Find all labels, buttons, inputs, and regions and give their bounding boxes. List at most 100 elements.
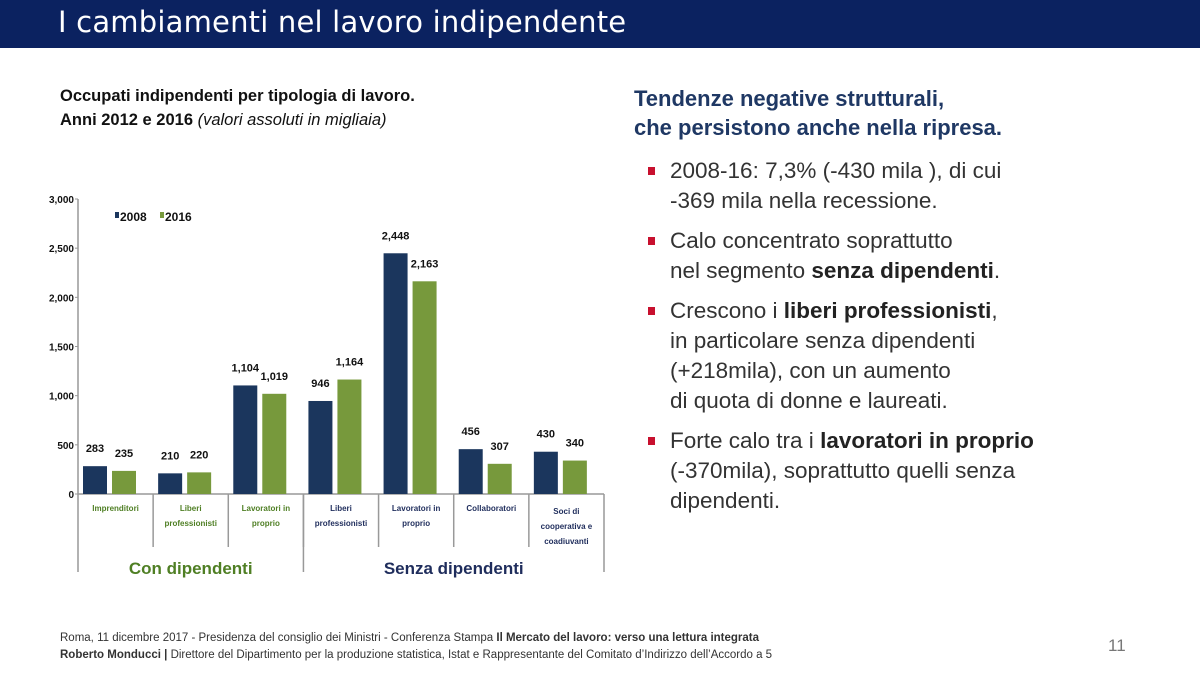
legend-label: 2008 xyxy=(120,210,147,224)
bar-2008 xyxy=(158,473,183,494)
bullet-emphasis: senza dipendenti xyxy=(811,258,994,283)
legend-swatch xyxy=(160,212,164,218)
bar-2016 xyxy=(112,470,136,494)
chart-title-years: Anni 2012 e 2016 xyxy=(60,111,198,129)
group-label: Senza dipendenti xyxy=(384,559,524,578)
bar-value-label: 340 xyxy=(566,438,584,450)
bar-2016 xyxy=(562,460,587,494)
category-label: professionisti xyxy=(315,519,367,528)
category-label: proprio xyxy=(402,519,430,528)
bullet-text: Crescono i xyxy=(670,298,784,323)
bullet-line: (-370mila), soprattutto quelli senza xyxy=(670,456,1168,486)
bullet-emphasis: liberi professionisti xyxy=(783,298,992,323)
footer-line1: Roma, 11 dicembre 2017 - Presidenza del … xyxy=(60,630,772,647)
category-label: coadiuvanti xyxy=(544,537,588,546)
bullet-item: Forte calo tra i lavoratori in proprio (-… xyxy=(648,426,1168,516)
bar-value-label: 283 xyxy=(86,443,104,455)
legend-label: 2016 xyxy=(165,210,192,224)
bullet-line: Crescono i liberi professionisti, xyxy=(670,296,1168,326)
category-label: Liberi xyxy=(180,504,202,513)
bar-2008 xyxy=(458,449,483,494)
category-label: proprio xyxy=(252,519,280,528)
y-tick-label: 1,500 xyxy=(49,343,74,354)
bullet-text: nel segmento xyxy=(670,258,812,283)
bar-value-label: 456 xyxy=(462,426,480,438)
bullet-line: Calo concentrato soprattutto xyxy=(670,226,1168,256)
footer-bold: Il Mercato del lavoro: verso una lettura… xyxy=(496,632,760,644)
y-tick-label: 3,000 xyxy=(49,195,74,206)
bullet-item: Calo concentrato soprattutto nel segmento… xyxy=(648,226,1168,286)
category-label: cooperativa e xyxy=(541,522,593,531)
bar-value-label: 307 xyxy=(491,441,509,453)
chart-title-line1: Occupati indipendenti per tipologia di l… xyxy=(60,87,415,105)
bullet-text: -369 mila nella recessione. xyxy=(670,188,938,213)
bar-2016 xyxy=(187,472,212,494)
category-label: Collaboratori xyxy=(466,504,516,513)
y-tick-label: 2,000 xyxy=(49,293,74,304)
bullet-square-icon xyxy=(648,167,655,175)
footer-text: Roma, 11 dicembre 2017 - Presidenza del … xyxy=(60,632,497,644)
bullet-text: , xyxy=(991,298,998,323)
bullet-line: -369 mila nella recessione. xyxy=(670,186,1168,216)
bullet-text: 2008-16: 7,3% (-430 mila ), di cui xyxy=(670,158,1002,183)
bullet-item: Crescono i liberi professionisti, in part… xyxy=(648,296,1168,416)
bar-2008 xyxy=(383,253,408,494)
bullet-line: (+218mila), con un aumento xyxy=(670,356,1168,386)
bar-value-label: 2,448 xyxy=(382,230,410,242)
bar-2016 xyxy=(487,463,512,494)
chart-title: Occupati indipendenti per tipologia di l… xyxy=(60,84,415,132)
category-label: Imprenditori xyxy=(92,504,139,513)
bar-2016 xyxy=(262,393,287,494)
y-tick-label: 500 xyxy=(57,441,74,452)
bullet-line: Forte calo tra i lavoratori in proprio xyxy=(670,426,1168,456)
bar-2008 xyxy=(83,466,107,494)
bullet-text: (+218mila), con un aumento xyxy=(670,358,951,383)
right-heading: Tendenze negative strutturali, che persi… xyxy=(634,84,1002,142)
page-number: 11 xyxy=(1108,636,1126,655)
footer-line2: Roberto Monducci | Direttore del Diparti… xyxy=(60,647,772,664)
group-label: Con dipendenti xyxy=(129,559,253,578)
bullet-text: (-370mila), soprattutto quelli senza xyxy=(670,458,1016,483)
heading-line: Tendenze negative strutturali, xyxy=(634,86,945,111)
bullet-square-icon xyxy=(648,307,655,315)
heading-line: che persistono anche nella ripresa. xyxy=(634,115,1003,140)
y-tick-label: 1,000 xyxy=(49,392,74,403)
chart-title-units: (valori assoluti in migliaia) xyxy=(197,111,387,129)
bar-2008 xyxy=(233,385,258,494)
y-tick-label: 0 xyxy=(68,490,74,501)
bullet-line: nel segmento senza dipendenti. xyxy=(670,256,1168,286)
category-label: Soci di xyxy=(553,507,579,516)
bullet-text: in particolare senza dipendenti xyxy=(670,328,976,353)
bar-value-label: 1,104 xyxy=(232,362,260,374)
bullet-square-icon xyxy=(648,237,655,245)
bullet-list: 2008-16: 7,3% (-430 mila ), di cui -369 m… xyxy=(648,156,1168,526)
bar-2008 xyxy=(533,451,558,494)
bullet-text: . xyxy=(993,258,1001,283)
category-label: Lavoratori in xyxy=(392,504,441,513)
bullet-line: 2008-16: 7,3% (-430 mila ), di cui xyxy=(670,156,1168,186)
bullet-square-icon xyxy=(648,437,655,445)
bar-2016 xyxy=(412,281,437,494)
bar-2008 xyxy=(308,400,333,494)
bar-value-label: 2,163 xyxy=(411,258,439,270)
bar-value-label: 430 xyxy=(537,429,555,441)
y-tick-label: 2,500 xyxy=(49,244,74,255)
bar-value-label: 210 xyxy=(161,450,179,462)
bar-2016 xyxy=(337,379,362,494)
bar-value-label: 220 xyxy=(190,449,208,461)
bullet-text: Forte calo tra i xyxy=(670,428,821,453)
bullet-item: 2008-16: 7,3% (-430 mila ), di cui -369 m… xyxy=(648,156,1168,216)
footer-text: Direttore del Dipartimento per la produz… xyxy=(170,649,773,661)
bullet-line: di quota di donne e laureati. xyxy=(670,386,1168,416)
category-label: Lavoratori in xyxy=(242,504,291,513)
bullet-line: in particolare senza dipendenti xyxy=(670,326,1168,356)
bar-chart: 0 500 1,000 1,500 2,000 2,500 3,000 2008 2016 283… xyxy=(49,195,605,578)
bullet-text: Calo concentrato soprattutto xyxy=(670,228,953,253)
bar-value-label: 1,164 xyxy=(336,357,364,369)
chart-title-line2: Anni 2012 e 2016 (valori assoluti in mig… xyxy=(60,108,415,132)
title-bar: I cambiamenti nel lavoro indipendente xyxy=(0,0,1200,48)
bullet-line: dipendenti. xyxy=(670,486,1168,516)
slide-title: I cambiamenti nel lavoro indipendente xyxy=(58,5,627,39)
category-label: Liberi xyxy=(330,504,352,513)
legend-swatch xyxy=(115,212,119,218)
